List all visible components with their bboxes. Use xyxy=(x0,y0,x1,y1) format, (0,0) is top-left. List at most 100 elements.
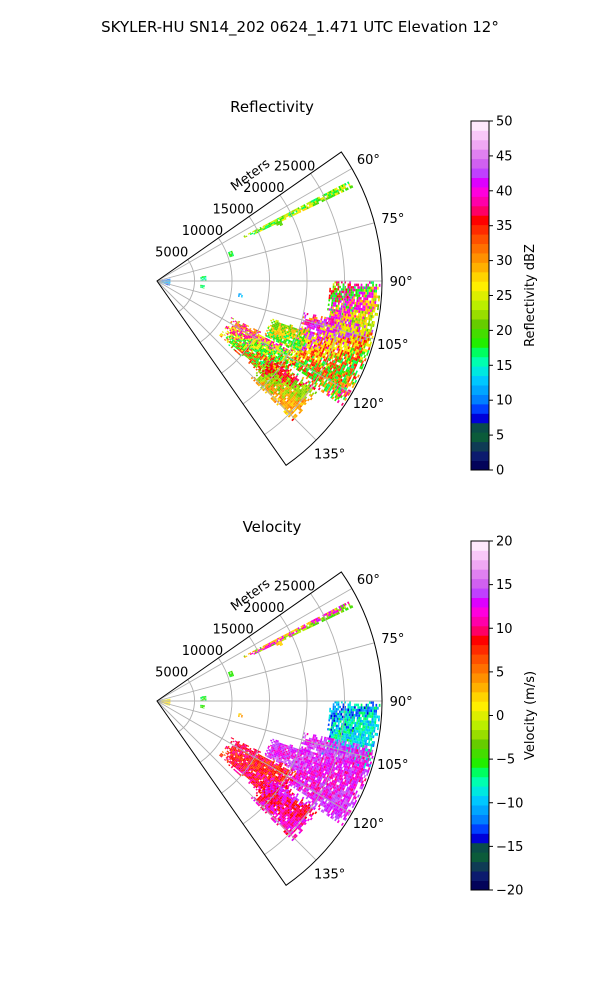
data-cell xyxy=(309,340,313,343)
data-cell xyxy=(367,767,371,771)
data-cell xyxy=(336,715,339,718)
data-cell xyxy=(348,338,351,342)
data-cell xyxy=(369,311,372,315)
data-cell xyxy=(370,326,373,330)
data-cell xyxy=(334,398,338,402)
data-cell xyxy=(346,348,350,352)
data-cell xyxy=(336,295,339,298)
data-cell xyxy=(368,337,372,342)
colorbar-swatch xyxy=(471,290,489,301)
data-cell xyxy=(369,329,372,333)
data-cell xyxy=(342,283,345,286)
data-cell xyxy=(243,327,246,330)
data-cell xyxy=(330,373,333,377)
data-cell xyxy=(330,303,333,307)
data-cell xyxy=(310,371,314,375)
data-cell xyxy=(362,316,365,320)
data-cell xyxy=(366,311,369,315)
data-cell xyxy=(337,283,340,286)
data-cell xyxy=(342,373,346,378)
data-cell xyxy=(335,392,339,396)
data-cell xyxy=(236,324,239,326)
colorbar-swatch xyxy=(471,300,489,311)
data-cell xyxy=(374,303,376,307)
data-cell xyxy=(302,356,305,359)
data-cell xyxy=(331,719,334,722)
data-cell xyxy=(334,385,338,389)
velocity-panel: Velocity 60°75°90°105°120°135°5000100001… xyxy=(155,518,538,899)
data-cell xyxy=(203,279,205,280)
data-cell xyxy=(331,327,334,331)
data-cell xyxy=(329,339,332,343)
data-cell xyxy=(322,332,326,336)
data-cell xyxy=(353,325,356,329)
data-cell xyxy=(290,361,293,365)
data-cell xyxy=(303,367,307,370)
data-cell xyxy=(370,723,373,727)
data-cell xyxy=(303,361,306,365)
data-cell xyxy=(305,323,308,326)
data-cell xyxy=(265,329,269,332)
data-cell xyxy=(316,337,319,341)
data-cell xyxy=(330,296,333,300)
data-cell xyxy=(342,285,345,289)
colorbar-swatch xyxy=(471,271,489,282)
data-cell xyxy=(342,393,346,397)
data-cell xyxy=(349,364,352,368)
data-cell xyxy=(350,356,354,360)
data-cell xyxy=(359,356,362,360)
reflectivity-title: Reflectivity xyxy=(230,98,314,116)
data-cell xyxy=(367,706,369,710)
data-cell xyxy=(343,347,347,351)
data-cell xyxy=(204,277,207,278)
data-cell xyxy=(308,324,311,327)
colorbar-swatch xyxy=(471,234,489,245)
data-cell xyxy=(377,298,380,302)
data-cell xyxy=(354,724,357,728)
data-cell xyxy=(372,283,374,287)
data-cell xyxy=(345,368,348,373)
data-cell xyxy=(371,300,374,304)
data-cell xyxy=(373,289,376,293)
colorbar-swatch xyxy=(471,243,489,254)
data-cell xyxy=(373,706,376,710)
data-cell xyxy=(340,402,344,406)
data-cell xyxy=(339,335,342,339)
data-cell xyxy=(310,324,313,327)
data-cell xyxy=(319,320,322,323)
data-cell xyxy=(365,291,368,295)
data-cell xyxy=(319,334,322,337)
data-cell xyxy=(310,374,314,378)
data-cell xyxy=(360,286,363,290)
data-cell xyxy=(305,327,308,331)
data-cell xyxy=(302,371,306,375)
data-cell xyxy=(347,367,351,371)
data-cell xyxy=(375,709,378,713)
data-cell xyxy=(353,716,356,720)
data-cell xyxy=(256,335,259,338)
data-cell xyxy=(293,365,296,369)
data-cell xyxy=(328,372,332,376)
data-cell xyxy=(323,372,326,376)
data-cell xyxy=(352,721,355,725)
colorbar-swatch xyxy=(471,413,489,424)
data-cell xyxy=(330,353,334,357)
data-cell xyxy=(356,349,360,353)
data-cell xyxy=(312,314,315,317)
data-cell xyxy=(334,361,338,365)
data-cell xyxy=(355,283,358,287)
data-cell xyxy=(294,356,298,360)
data-cell xyxy=(351,716,354,720)
data-cell xyxy=(349,367,353,371)
data-cell xyxy=(327,357,330,361)
data-cell xyxy=(346,340,349,344)
data-cell xyxy=(356,716,359,720)
data-cell xyxy=(338,295,341,298)
data-cell xyxy=(355,323,359,327)
data-cell xyxy=(302,322,305,325)
data-cell xyxy=(358,288,361,292)
data-cell xyxy=(316,319,319,323)
data-cell xyxy=(319,341,323,345)
data-cell xyxy=(310,333,313,337)
data-cell xyxy=(312,346,316,349)
